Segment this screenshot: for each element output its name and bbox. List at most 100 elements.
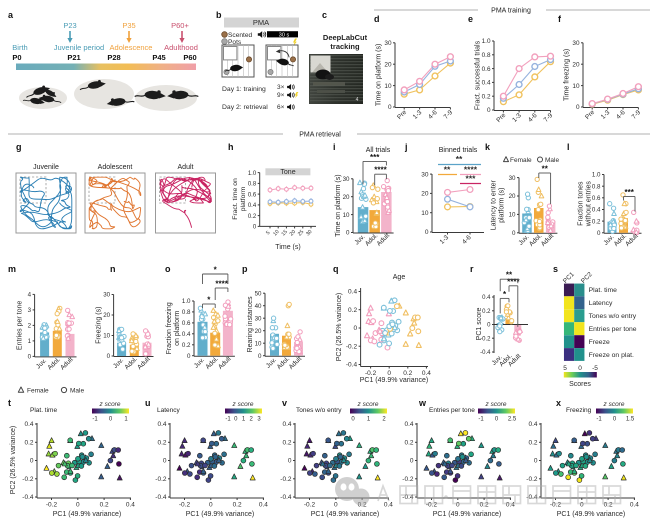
svg-text:7-9: 7-9 [631,109,643,121]
svg-text:Age: Age [393,274,406,281]
svg-text:Freezing: Freezing [566,407,592,414]
svg-text:Tones w/o entry: Tones w/o entry [589,313,637,320]
svg-text:0.4: 0.4 [348,289,357,296]
svg-text:15: 15 [281,229,289,237]
svg-text:0: 0 [253,225,257,231]
svg-text:Entries per tone: Entries per tone [17,301,24,351]
svg-text:1.0: 1.0 [248,171,257,177]
svg-text:30: 30 [343,176,350,183]
svg-text:z score: z score [232,401,254,408]
svg-text:PC1 (49.9% variance): PC1 (49.9% variance) [311,511,379,518]
svg-text:Freeze: Freeze [589,339,610,346]
svg-text:Rearing instances: Rearing instances [247,296,254,353]
svg-text:20: 20 [255,328,262,335]
svg-text:PC2 (26.5% variance): PC2 (26.5% variance) [10,426,17,494]
svg-text:0: 0 [534,458,538,465]
svg-text:3: 3 [28,307,32,314]
svg-text:*: * [503,290,507,299]
svg-text:25: 25 [297,229,305,237]
svg-text:PMA: PMA [253,18,269,27]
svg-text:0: 0 [28,354,32,361]
svg-text:0: 0 [334,502,338,509]
svg-text:-0.4: -0.4 [526,494,538,501]
svg-text:3×: 3× [277,84,285,91]
svg-text:3: 3 [257,417,261,423]
svg-text:g: g [16,142,22,152]
svg-text:-1: -1 [225,417,231,423]
svg-text:20: 20 [421,191,429,198]
svg-text:0: 0 [346,230,350,237]
svg-text:0: 0 [258,353,262,360]
svg-text:-1: -1 [92,417,98,423]
svg-text:0.2: 0.2 [157,440,166,447]
svg-text:All trials: All trials [366,147,391,154]
svg-text:0: 0 [580,502,584,509]
svg-text:0: 0 [410,458,414,465]
svg-text:Freezing (s): Freezing (s) [96,307,103,344]
svg-text:6×: 6× [277,104,285,111]
svg-text:0: 0 [30,458,34,465]
svg-text:-0.2: -0.2 [550,502,562,509]
svg-text:h: h [228,142,234,152]
svg-text:1.0: 1.0 [592,172,601,179]
svg-text:Male: Male [70,388,84,395]
svg-text:0.4: 0.4 [422,370,431,377]
svg-text:-0.2: -0.2 [280,476,292,483]
svg-text:-0.2: -0.2 [365,370,377,377]
svg-text:q: q [333,264,339,274]
svg-text:30: 30 [572,40,580,47]
svg-text:0.2: 0.2 [482,93,491,100]
svg-text:20: 20 [572,61,580,68]
svg-text:10: 10 [103,333,110,340]
svg-text:Pots: Pots [228,39,242,46]
svg-text:c: c [322,10,327,20]
svg-text:Binned trials: Binned trials [439,147,478,154]
svg-text:****: **** [374,166,387,175]
svg-text:30: 30 [509,175,516,182]
svg-text:Juvenile: Juvenile [33,164,59,171]
svg-text:0.4: 0.4 [259,502,268,509]
svg-text:***: *** [370,153,380,162]
svg-text:Fract. time on: Fract. time on [232,178,239,220]
svg-text:Scores: Scores [569,381,591,388]
svg-text:l: l [567,142,570,152]
svg-text:30: 30 [421,171,429,178]
svg-text:Juvenile period: Juvenile period [54,43,104,52]
svg-text:PMA training: PMA training [491,8,531,15]
svg-text:z score: z score [603,401,625,408]
svg-text:PC1 (49.9% variance): PC1 (49.9% variance) [186,511,254,518]
svg-text:-0.2: -0.2 [426,502,438,509]
svg-text:0: 0 [288,458,292,465]
svg-text:5: 5 [563,365,567,372]
svg-text:7-9: 7-9 [443,109,455,121]
svg-text:Fraction tones: Fraction tones [578,181,585,226]
svg-text:r: r [470,264,474,274]
svg-text:P60: P60 [183,53,196,62]
svg-text:-0.4: -0.4 [402,494,414,501]
svg-text:0: 0 [495,417,499,423]
svg-text:0: 0 [353,325,357,332]
svg-text:PC1 (49.9% variance): PC1 (49.9% variance) [433,511,501,518]
svg-text:0: 0 [578,365,582,372]
svg-text:**: ** [506,271,513,280]
svg-text:platform (s): platform (s) [499,187,506,222]
svg-text:Fraction freezing: Fraction freezing [166,302,173,354]
svg-text:s: s [553,264,558,274]
svg-text:P60+: P60+ [171,21,189,30]
svg-text:m: m [8,264,16,274]
svg-text:without entries: without entries [586,181,593,228]
svg-text:50: 50 [255,290,262,297]
svg-text:n: n [110,264,116,274]
svg-text:***: *** [466,174,477,184]
svg-text:Adolescence: Adolescence [110,43,153,52]
svg-text:****: **** [507,277,520,286]
svg-text:k: k [485,142,491,152]
svg-text:P45: P45 [152,53,165,62]
svg-text:7-9: 7-9 [543,112,555,124]
svg-text:Time (s): Time (s) [275,244,300,251]
svg-text:0.2: 0.2 [100,502,109,509]
svg-text:w: w [418,398,427,408]
svg-text:0.2: 0.2 [592,218,601,225]
svg-text:0: 0 [76,502,80,509]
svg-text:b: b [216,10,222,20]
